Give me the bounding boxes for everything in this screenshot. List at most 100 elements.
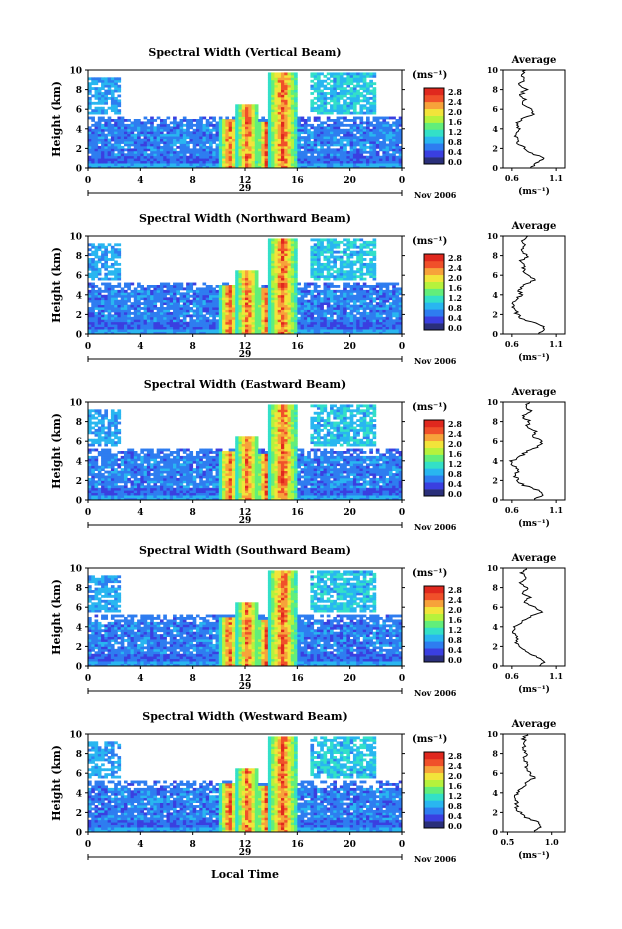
heatmap-cell [94, 253, 99, 256]
heatmap-cell [137, 285, 141, 288]
heatmap-cell [91, 245, 95, 249]
heatmap-cell [287, 253, 292, 256]
heatmap-cell [110, 265, 115, 269]
heatmap-cell [127, 126, 131, 130]
heatmap-cell [352, 321, 357, 325]
heatmap-cell [261, 289, 266, 293]
heatmap-cell [209, 123, 213, 127]
heatmap-cell [173, 160, 177, 164]
heatmap-cell [189, 160, 194, 164]
heatmap-cell [290, 143, 295, 147]
heatmap-cell [254, 304, 259, 308]
heatmap-cell [238, 307, 243, 310]
heatmap-cell [97, 297, 102, 301]
heatmap-cell [280, 304, 285, 308]
heatmap-cell [294, 280, 298, 283]
heatmap-cell [294, 119, 298, 122]
heatmap-cell [346, 138, 351, 142]
heatmap-cell [267, 329, 272, 332]
heatmap-cell [323, 265, 328, 269]
heatmap-cell [297, 304, 301, 308]
heatmap-cell [192, 123, 197, 127]
heatmap-cell [356, 258, 360, 261]
heatmap-cell [150, 145, 154, 149]
heatmap-cell [104, 255, 109, 259]
heatmap-cell [316, 329, 321, 332]
heatmap-cell [290, 114, 295, 117]
heatmap-cell [110, 294, 115, 298]
heatmap-cell [258, 138, 262, 142]
heatmap-cell [225, 285, 230, 288]
heatmap-cell [303, 136, 308, 139]
heatmap-cell [320, 267, 324, 271]
heatmap-cell [97, 309, 102, 313]
heatmap-cell [166, 292, 171, 296]
heatmap-cell [333, 319, 337, 323]
heatmap-cell [212, 299, 216, 303]
heatmap-cell [101, 87, 105, 90]
heatmap-cell [137, 126, 141, 130]
heatmap-cell [290, 138, 295, 142]
colorbar-unit: (ms⁻¹) [412, 236, 447, 247]
heatmap-cell [349, 299, 354, 303]
heatmap-cell [235, 114, 239, 117]
heatmap-cell [91, 314, 95, 318]
heatmap-cell [356, 94, 360, 98]
heatmap-cell [176, 292, 180, 296]
heatmap-cell [307, 141, 311, 144]
heatmap-cell [254, 131, 259, 135]
heatmap-cell [284, 123, 288, 127]
heatmap-cell [245, 321, 249, 325]
heatmap-cell [245, 141, 249, 144]
heatmap-cell [284, 74, 288, 78]
heatmap-cell [303, 326, 308, 330]
heatmap-cell [343, 309, 347, 313]
heatmap-cell [346, 307, 351, 310]
heatmap-cell [88, 92, 92, 95]
heatmap-cell [215, 150, 220, 154]
heatmap-cell [343, 297, 347, 301]
heatmap-cell [261, 292, 266, 296]
heatmap-cell [267, 131, 272, 135]
heatmap-cell [202, 289, 207, 293]
heatmap-cell [287, 250, 292, 254]
heatmap-cell [369, 74, 373, 78]
heatmap-cell [369, 248, 373, 252]
heatmap-cell [271, 72, 275, 76]
heatmap-cell [114, 329, 118, 332]
heatmap-cell [339, 150, 344, 154]
heatmap-cell [182, 141, 187, 144]
heatmap-cell [235, 121, 239, 125]
heatmap-cell [392, 131, 396, 135]
heatmap-cell [343, 109, 347, 113]
heatmap-cell [336, 126, 341, 130]
heatmap-cell [218, 155, 223, 159]
heatmap-cell [91, 87, 95, 90]
heatmap-cell [277, 143, 282, 147]
heatmap-cell [313, 106, 318, 110]
heatmap-cell [133, 294, 138, 298]
heatmap-cell [280, 258, 285, 261]
heatmap-cell [101, 141, 105, 144]
heatmap-cell [195, 128, 200, 132]
heatmap-cell [310, 262, 315, 266]
heatmap-cell [186, 136, 190, 139]
heatmap-cell [359, 106, 364, 110]
heatmap-cell [182, 307, 187, 310]
heatmap-cell [362, 258, 367, 261]
heatmap-cell [392, 297, 396, 301]
heatmap-cell [91, 94, 95, 98]
heatmap-cell [333, 141, 337, 144]
heatmap-cell [254, 126, 259, 130]
heatmap-cell [267, 326, 272, 330]
heatmap-cell [261, 143, 266, 147]
heatmap-cell [326, 87, 331, 90]
heatmap-cell [202, 304, 207, 308]
heatmap-cell [375, 307, 380, 310]
heatmap-cell [313, 326, 318, 330]
heatmap-cell [120, 138, 125, 142]
heatmap-cell [362, 272, 367, 276]
heatmap-cell [107, 133, 112, 137]
heatmap-cell [254, 307, 259, 310]
heatmap-cell [356, 82, 360, 86]
